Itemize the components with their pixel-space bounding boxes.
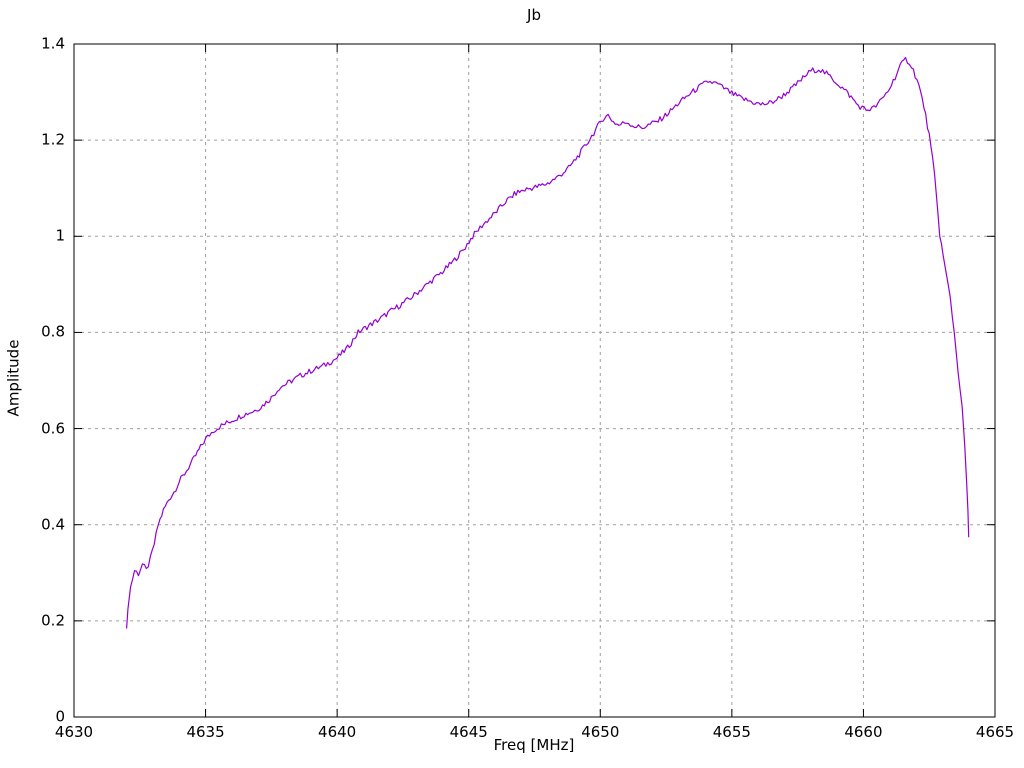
x-tick-label: 4660	[844, 723, 883, 741]
y-tick-label: 0.4	[41, 515, 65, 534]
y-tick-label: 0.2	[41, 611, 65, 630]
y-tick-label: 1.4	[41, 34, 65, 53]
x-tick-label: 4650	[581, 723, 620, 741]
x-tick-label: 4640	[318, 723, 357, 741]
x-tick-label: 4630	[54, 723, 94, 741]
y-tick-label: 1.2	[41, 130, 65, 149]
y-tick-label: 0.6	[41, 419, 65, 438]
chart-title: Jb	[527, 6, 541, 24]
x-tick-label: 4665	[975, 723, 1015, 741]
x-tick-label: 4655	[712, 723, 751, 741]
y-tick-label: 1	[55, 226, 65, 245]
data-series-line	[126, 56, 970, 629]
y-tick-label: 0	[55, 707, 65, 726]
x-axis-label: Freq [MHz]	[493, 736, 575, 754]
plot-border	[73, 43, 996, 718]
y-tick-label: 0.8	[41, 322, 65, 341]
x-tick-label: 4635	[186, 723, 225, 741]
x-tick-label: 4645	[449, 723, 488, 741]
y-axis-label: Amplitude	[4, 339, 23, 417]
